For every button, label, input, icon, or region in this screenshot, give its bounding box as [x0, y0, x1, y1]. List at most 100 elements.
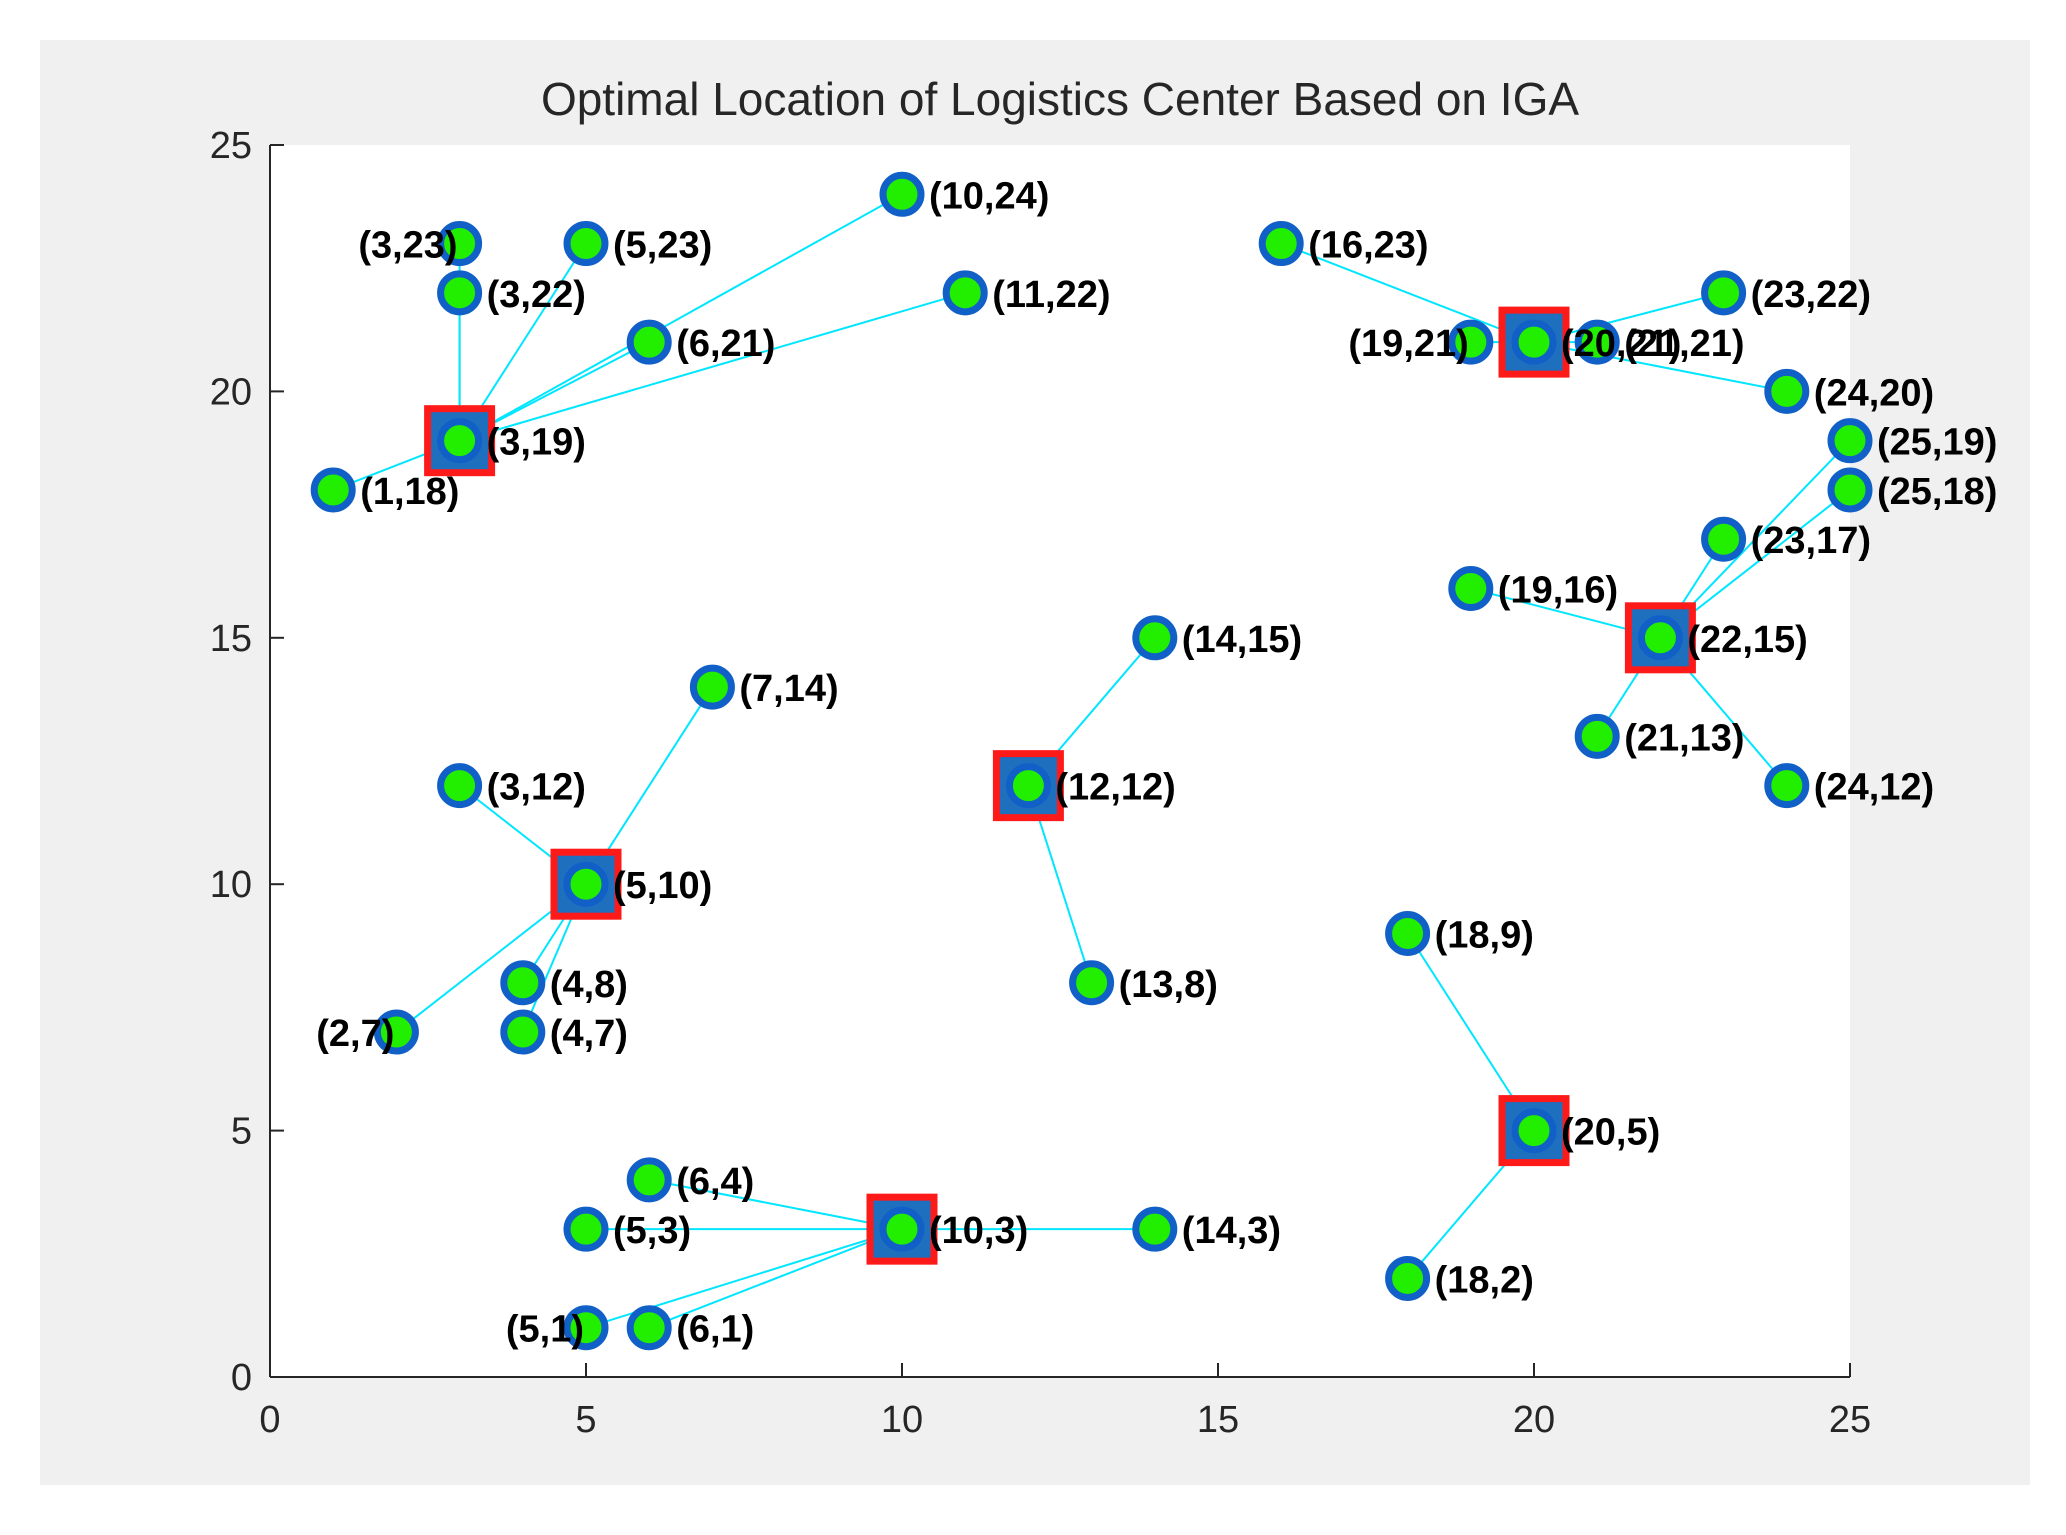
- point-label: (21,13): [1624, 717, 1744, 759]
- point-label: (7,14): [739, 668, 838, 710]
- y-tick-label: 0: [231, 1357, 252, 1399]
- figure-background: Optimal Location of Logistics Center Bas…: [40, 40, 2030, 1485]
- point-label: (24,20): [1814, 372, 1934, 414]
- center-point: [563, 861, 609, 907]
- y-tick-label: 5: [231, 1111, 252, 1153]
- point-label: (3,12): [487, 767, 586, 809]
- data-point: [1448, 319, 1494, 365]
- point-label: (18,2): [1435, 1259, 1534, 1301]
- connection-line: [648, 1228, 903, 1329]
- center-point: [437, 418, 483, 464]
- data-point: [1827, 418, 1873, 464]
- center-point: [1005, 763, 1051, 809]
- point-label: (23,22): [1751, 274, 1871, 316]
- data-point: [1385, 910, 1431, 956]
- data-point: [1069, 960, 1115, 1006]
- data-point: [563, 1305, 609, 1351]
- data-point: [1258, 221, 1304, 267]
- data-point: [1574, 319, 1620, 365]
- center-label: (3,19): [487, 422, 586, 464]
- center-label: (20,5): [1561, 1112, 1660, 1154]
- y-tick-label: 15: [210, 618, 252, 660]
- center-label: (20,21): [1561, 323, 1681, 365]
- point-label: (4,8): [550, 964, 628, 1006]
- center-point: [1637, 615, 1683, 661]
- data-point: [1827, 467, 1873, 513]
- center-label: (12,12): [1055, 767, 1175, 809]
- connection-line: [459, 193, 903, 442]
- data-point: [563, 221, 609, 267]
- point-label: (14,3): [1182, 1210, 1281, 1252]
- center-point: [1511, 1108, 1557, 1154]
- x-tick-label: 25: [1829, 1399, 1871, 1441]
- point-label: (2,7): [316, 1013, 394, 1055]
- connection-line: [649, 1178, 903, 1231]
- point-label: (24,12): [1814, 767, 1934, 809]
- data-point: [626, 1305, 672, 1351]
- center-label: (5,10): [613, 865, 712, 907]
- point-label: (5,1): [506, 1309, 584, 1351]
- x-tick-label: 5: [575, 1399, 596, 1441]
- point-label: (18,9): [1435, 914, 1534, 956]
- data-point: [626, 1157, 672, 1203]
- point-label: (14,15): [1182, 619, 1302, 661]
- y-tick-label: 20: [210, 371, 252, 413]
- point-label: (25,19): [1877, 422, 1997, 464]
- center-point: [879, 1206, 925, 1252]
- point-label: (6,1): [676, 1309, 754, 1351]
- data-point: [1574, 713, 1620, 759]
- data-point: [1764, 368, 1810, 414]
- point-label: (13,8): [1119, 964, 1218, 1006]
- data-point: [1701, 516, 1747, 562]
- data-point: [1385, 1255, 1431, 1301]
- y-tick-label: 10: [210, 864, 252, 906]
- connection-line: [1280, 242, 1535, 344]
- point-label: (16,23): [1308, 225, 1428, 267]
- y-tick-label: 25: [210, 125, 252, 167]
- data-point: [1764, 763, 1810, 809]
- data-point: [1132, 1206, 1178, 1252]
- connection-line: [1533, 341, 1787, 393]
- point-label: (3,22): [487, 274, 586, 316]
- data-point: [1701, 270, 1747, 316]
- data-point: [500, 960, 546, 1006]
- center-point: [1511, 319, 1557, 365]
- point-label: (19,21): [1348, 323, 1468, 365]
- data-point: [563, 1206, 609, 1252]
- data-point: [1132, 615, 1178, 661]
- point-label: (21,21): [1624, 323, 1744, 365]
- x-tick-label: 15: [1197, 1399, 1239, 1441]
- point-label: (1,18): [360, 471, 459, 513]
- point-label: (4,7): [550, 1013, 628, 1055]
- point-label: (11,22): [992, 274, 1110, 316]
- data-point: [879, 171, 925, 217]
- data-point: [437, 221, 483, 267]
- point-label: (6,4): [676, 1161, 754, 1203]
- x-tick-label: 0: [259, 1399, 280, 1441]
- data-point: [942, 270, 988, 316]
- point-label: (3,23): [358, 225, 457, 267]
- axes: 0 5 10 15 20 25 0 5 10 15 20 25: [210, 125, 1871, 1441]
- point-markers: [310, 171, 1873, 1351]
- point-label: (25,18): [1877, 471, 1997, 513]
- data-point: [437, 763, 483, 809]
- point-labels: (3,23) (5,23) (3,22) (10,24) (11,22) (6,21) (1…: [316, 175, 1997, 1350]
- point-label: (10,24): [929, 175, 1049, 217]
- data-point: [626, 319, 672, 365]
- x-tick-label: 10: [881, 1399, 923, 1441]
- data-point: [310, 467, 356, 513]
- chart-title: Optimal Location of Logistics Center Bas…: [541, 73, 1579, 125]
- center-label: (10,3): [929, 1210, 1028, 1252]
- connection-line: [459, 291, 966, 442]
- point-label: (5,3): [613, 1210, 691, 1252]
- scatter-chart: Optimal Location of Logistics Center Bas…: [210, 73, 1998, 1441]
- point-label: (19,16): [1498, 570, 1618, 612]
- data-point: [500, 1009, 546, 1055]
- x-tick-label: 20: [1513, 1399, 1555, 1441]
- data-point: [689, 664, 735, 710]
- center-label: (22,15): [1687, 619, 1807, 661]
- point-label: (23,17): [1751, 520, 1871, 562]
- point-label: (6,21): [676, 323, 775, 365]
- data-point: [1448, 566, 1494, 612]
- data-point: [373, 1009, 419, 1055]
